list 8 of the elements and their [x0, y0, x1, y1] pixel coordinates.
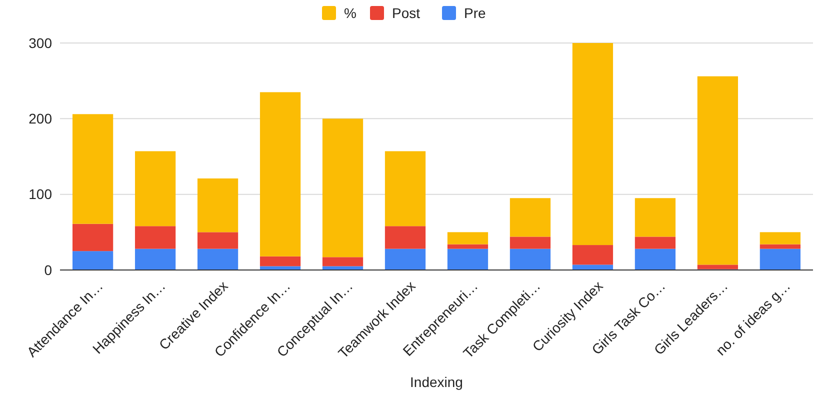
y-tick-label: 100 — [28, 186, 52, 202]
legend-label: % — [344, 4, 356, 21]
x-axis-title: Indexing — [410, 374, 463, 390]
y-tick-label: 200 — [28, 110, 52, 127]
legend-label: Pre — [464, 4, 486, 21]
y-tick-label: 0 — [44, 262, 52, 278]
legend-label: Post — [392, 4, 420, 21]
y-tick-label: 300 — [28, 34, 52, 51]
